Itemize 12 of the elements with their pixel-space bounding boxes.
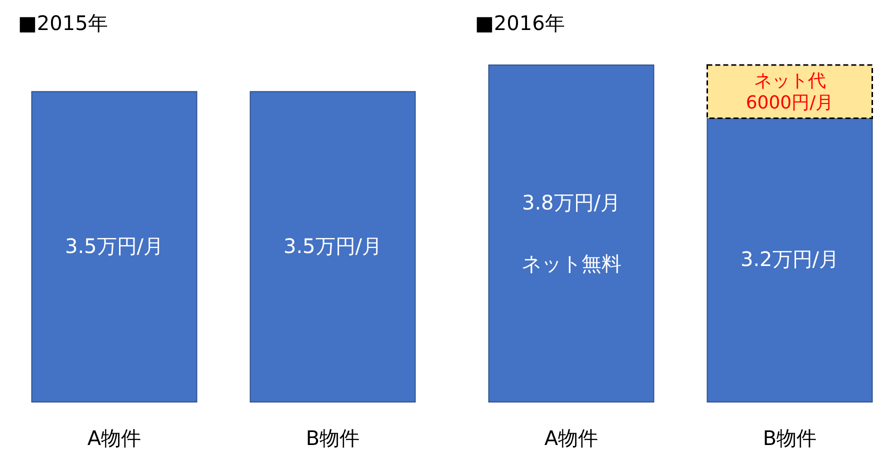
chart-title: ■2015年	[18, 11, 108, 35]
x-tick-label: A物件	[87, 426, 142, 450]
data-label: ネット代 6000円/月	[746, 70, 834, 114]
chart-title: ■2016年	[475, 11, 565, 35]
data-label: 3.2万円/月	[740, 247, 840, 272]
x-tick-label: B物件	[762, 426, 817, 450]
data-label: 3.5万円/月	[64, 234, 164, 258]
data-label: 3.8万円/月	[522, 190, 621, 214]
annotation: ネット無料	[521, 252, 622, 276]
x-tick-label: A物件	[544, 426, 598, 450]
data-label: 3.5万円/月	[283, 234, 382, 258]
x-tick-label: B物件	[306, 426, 360, 450]
